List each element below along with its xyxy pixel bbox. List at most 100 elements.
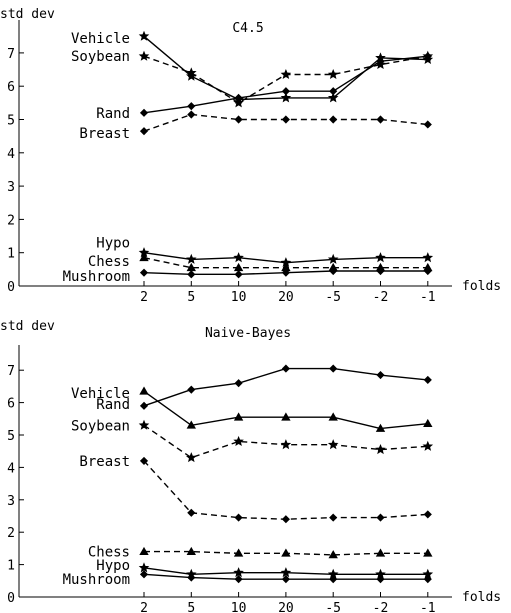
data-point (139, 108, 149, 117)
data-point (234, 575, 243, 584)
chart-title: Naive-Bayes (205, 326, 291, 341)
y-tick-label: 4 (7, 461, 15, 476)
x-tick-label: 10 (231, 290, 247, 305)
series-line (143, 390, 428, 430)
data-point (329, 575, 338, 584)
x-tick-label: 5 (187, 601, 195, 613)
series-breast (139, 110, 432, 136)
data-point (376, 57, 385, 66)
series-label: Vehicle (71, 31, 130, 47)
series-chess (139, 546, 433, 559)
series-line (143, 55, 428, 114)
x-tick-label: 2 (140, 290, 148, 305)
data-point (376, 513, 385, 522)
series-label: Breast (79, 126, 130, 142)
data-point (327, 68, 339, 80)
data-point (138, 562, 150, 573)
data-point (423, 575, 432, 584)
data-point (329, 513, 338, 522)
data-point (423, 418, 433, 428)
x-tick-label: 5 (187, 290, 195, 305)
data-point (139, 546, 149, 556)
y-tick-label: 6 (7, 80, 15, 95)
y-tick-label: 7 (7, 47, 15, 62)
data-point (376, 115, 385, 124)
series-hypo (138, 247, 434, 268)
y-tick-label: 7 (7, 364, 15, 379)
data-point (233, 548, 244, 557)
data-point (281, 548, 291, 557)
data-point (186, 67, 197, 78)
chart-c45: 0 1 2 3 4 5 6 7 2 5 10 20 -5 -2 -1 std dev folds C4.5 Vehi… (0, 7, 501, 305)
data-point (375, 423, 386, 432)
y-tick-label: 3 (7, 494, 15, 509)
data-point (327, 92, 339, 103)
data-point (375, 252, 386, 263)
data-point (234, 115, 243, 124)
series-label: Hypo (96, 558, 130, 574)
y-axis-label: std dev (0, 7, 55, 22)
data-point (329, 364, 338, 373)
y-tick-label: 0 (7, 280, 15, 295)
series-label: Rand (96, 397, 130, 413)
data-point (328, 550, 338, 559)
x-tick-label: 2 (140, 601, 148, 613)
data-point (187, 102, 196, 111)
data-point (281, 364, 290, 373)
data-point (281, 87, 290, 96)
data-point (187, 508, 196, 517)
data-point (376, 575, 385, 584)
data-point (281, 115, 290, 124)
data-point (139, 456, 149, 465)
data-point (139, 401, 149, 410)
chart-title: C4.5 (232, 21, 263, 36)
data-point (138, 419, 150, 430)
data-point (281, 575, 290, 584)
data-point (233, 435, 244, 446)
y-tick-label: 2 (7, 526, 15, 541)
data-point (138, 50, 150, 61)
data-point (329, 115, 338, 124)
data-point (186, 253, 197, 264)
series-label: Chess (88, 545, 130, 561)
data-point (422, 252, 434, 263)
data-point (139, 386, 149, 395)
data-point (234, 93, 243, 102)
data-point (423, 120, 432, 129)
y-tick-label: 4 (7, 147, 15, 162)
data-point (327, 439, 339, 450)
data-point (375, 548, 386, 557)
y-tick-label: 1 (7, 247, 15, 262)
x-tick-label: -1 (420, 290, 436, 305)
y-tick-label: 6 (7, 397, 15, 412)
series-rand (139, 52, 432, 117)
series-label: Vehicle (71, 386, 130, 402)
data-point (281, 515, 290, 524)
data-point (280, 92, 292, 103)
data-point (234, 270, 243, 279)
series-breast (139, 456, 432, 524)
data-point (233, 252, 244, 263)
data-point (376, 266, 385, 276)
data-point (329, 87, 338, 96)
series-line (143, 367, 428, 407)
data-point (139, 252, 149, 262)
data-point (376, 370, 385, 380)
data-point (281, 412, 291, 421)
series-label: Breast (79, 454, 130, 470)
series-label: Rand (96, 106, 130, 122)
data-point (187, 110, 196, 119)
data-point (139, 127, 149, 136)
data-point (234, 379, 243, 388)
x-tick-label: 20 (278, 601, 294, 613)
x-tick-label: -5 (325, 601, 341, 613)
data-point (280, 68, 292, 80)
y-tick-label: 5 (7, 114, 15, 129)
data-point (423, 510, 432, 519)
y-tick-label: 2 (7, 213, 15, 228)
x-axis-label: folds (462, 590, 501, 605)
data-point (423, 52, 432, 61)
series-label: Mushroom (63, 572, 130, 588)
data-point (234, 513, 243, 522)
